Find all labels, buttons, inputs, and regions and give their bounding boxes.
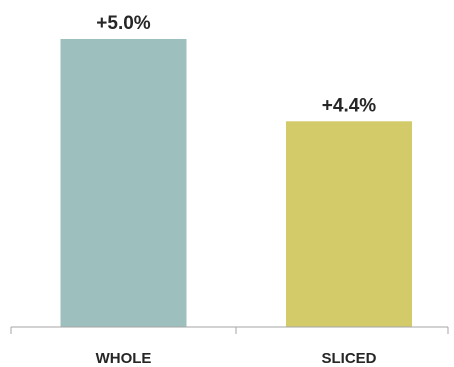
data-label-whole: +5.0% xyxy=(96,13,151,34)
data-label-sliced: +4.4% xyxy=(322,95,377,116)
bar-sliced xyxy=(286,121,412,328)
bars-group xyxy=(60,39,412,328)
bar-whole xyxy=(60,39,187,327)
category-label-sliced: SLICED xyxy=(321,350,376,367)
data-labels-group: +5.0% +4.4% xyxy=(96,13,376,116)
category-labels-group: WHOLE SLICED xyxy=(96,350,377,367)
category-label-whole: WHOLE xyxy=(96,350,152,367)
